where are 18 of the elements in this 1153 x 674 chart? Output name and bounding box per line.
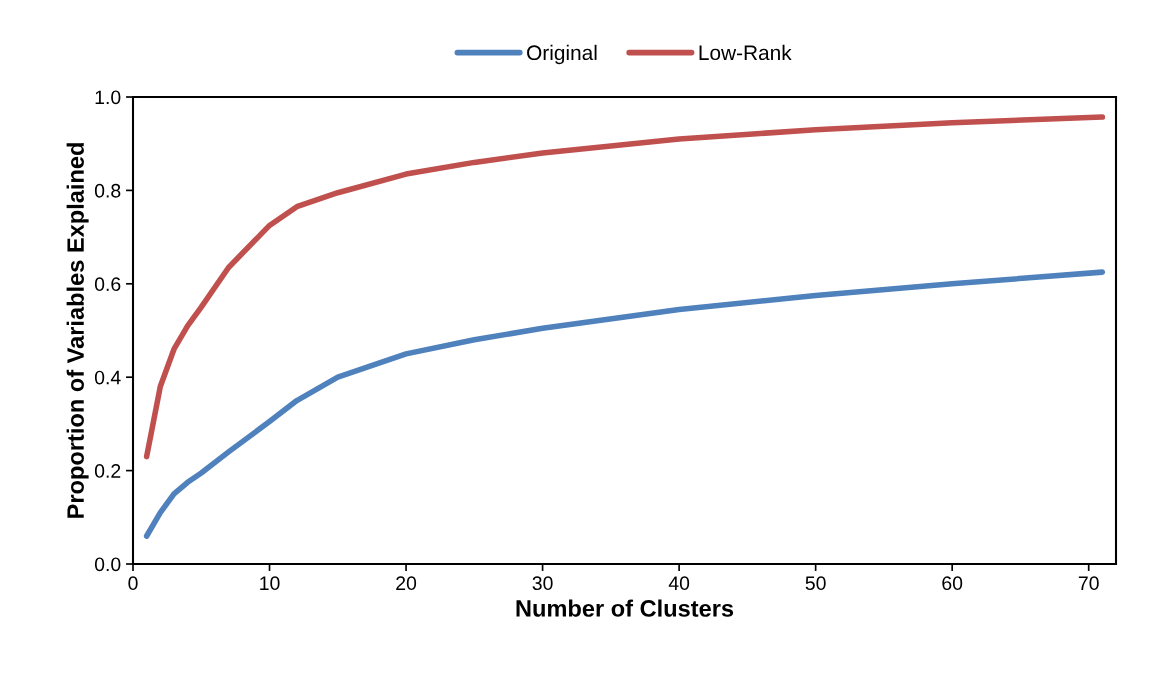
y-tick-label: 0.2 <box>94 464 121 478</box>
x-tick-label: 30 <box>532 576 553 591</box>
x-axis-title: Number of Clusters <box>516 599 734 617</box>
x-tick-label: 20 <box>396 576 417 591</box>
legend-label: Low-Rank <box>699 44 792 61</box>
y-axis-title: Proportion of Variables Explained <box>66 143 89 518</box>
x-tick-label: 60 <box>942 576 963 591</box>
x-tick-label: 40 <box>668 576 690 591</box>
x-tick-label: 50 <box>805 576 826 591</box>
legend-label: Original <box>527 44 597 65</box>
x-tick-label: 70 <box>1078 576 1099 591</box>
y-tick-label: 0.6 <box>94 277 121 292</box>
y-tick-label: 0.8 <box>94 183 121 198</box>
x-tick-label: 10 <box>260 576 280 591</box>
y-tick-label: 0.0 <box>94 557 121 572</box>
y-tick-label: 1.0 <box>95 90 121 105</box>
y-tick-label: 0.4 <box>94 370 121 385</box>
x-tick-label: 0 <box>128 576 138 591</box>
